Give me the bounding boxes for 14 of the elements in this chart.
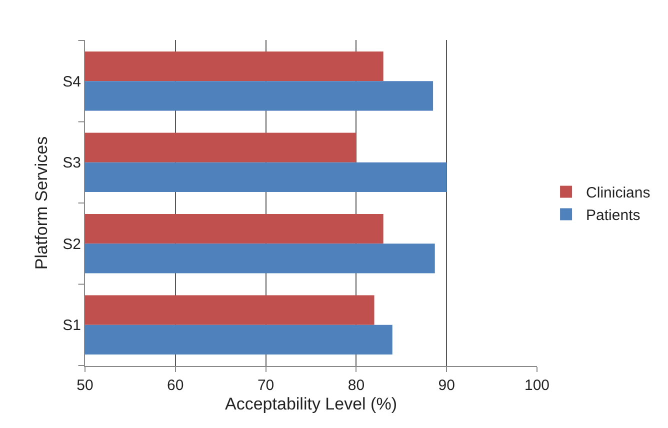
- x-tick-label: 50: [76, 377, 94, 394]
- y-tick-label: S2: [62, 236, 81, 253]
- x-tick-label: 80: [348, 377, 365, 394]
- x-tick-label: 60: [167, 377, 184, 394]
- x-tick-label: 100: [524, 377, 550, 394]
- y-tick-label: S4: [62, 73, 81, 90]
- y-axis-title: Platform Services: [32, 136, 52, 270]
- x-tick-label: 90: [438, 377, 455, 394]
- legend-label: Clinicians: [586, 184, 650, 202]
- legend-label: Patients: [586, 207, 640, 224]
- y-tick-label: S1: [62, 317, 81, 334]
- x-tick-label: 70: [257, 377, 274, 394]
- y-tick-label: S3: [62, 154, 81, 172]
- x-axis-title: Acceptability Level (%): [225, 394, 397, 414]
